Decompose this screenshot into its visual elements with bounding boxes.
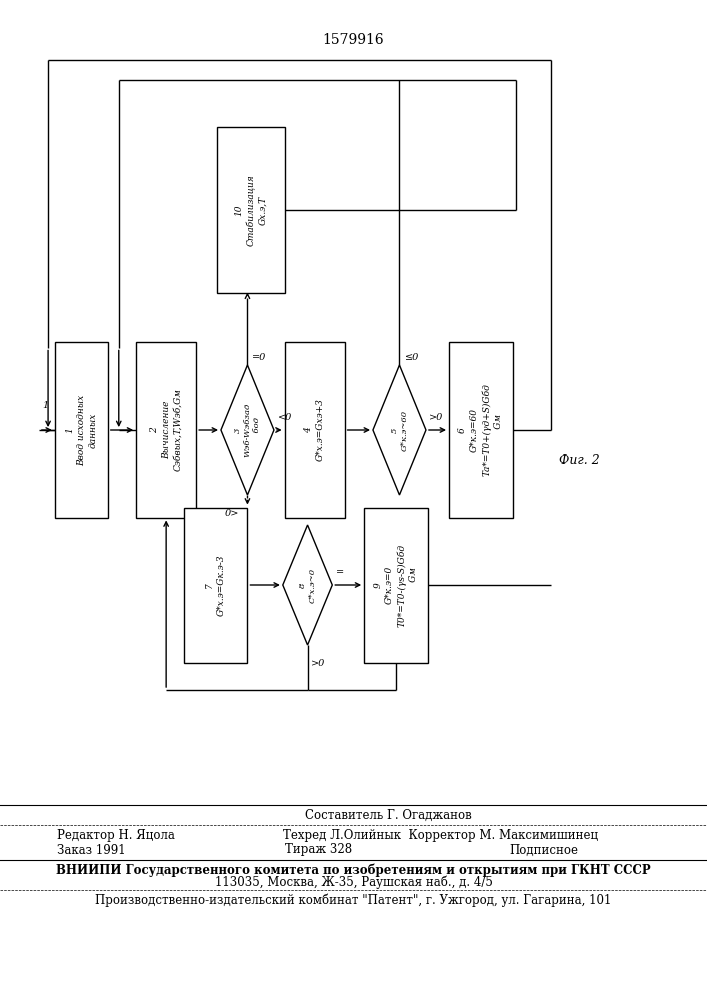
Text: Производственно-издательский комбинат "Патент", г. Ужгород, ул. Гагарина, 101: Производственно-издательский комбинат "П…	[95, 893, 612, 907]
Text: =: =	[336, 568, 344, 578]
Text: <0: <0	[277, 414, 292, 422]
Polygon shape	[373, 365, 426, 495]
Text: 1: 1	[42, 400, 49, 410]
Bar	[136, 342, 197, 518]
Text: 10
Стабилизация
Gх.э,T: 10 Стабилизация Gх.э,T	[235, 174, 267, 246]
Text: 3
Wэб-Wэбзад
    бод: 3 Wэб-Wэбзад бод	[233, 403, 262, 457]
Bar	[364, 508, 428, 663]
Text: 1579916: 1579916	[322, 33, 385, 47]
Text: 7
G*х.э=Gк.э-3: 7 G*х.э=Gк.э-3	[205, 554, 226, 616]
Bar	[218, 127, 284, 292]
Text: 0>: 0>	[225, 509, 239, 518]
Bar	[55, 342, 108, 518]
Polygon shape	[283, 525, 332, 645]
Text: Заказ 1991: Заказ 1991	[57, 844, 125, 856]
Text: Подписное: Подписное	[509, 844, 578, 856]
Bar	[184, 508, 247, 663]
Text: ≤0: ≤0	[405, 353, 419, 361]
Text: 5
G*к.э~60: 5 G*к.э~60	[390, 409, 409, 451]
Text: >0: >0	[311, 659, 325, 668]
Polygon shape	[221, 365, 274, 495]
Text: 4
G*х.э=Gхэ+3: 4 G*х.э=Gхэ+3	[304, 399, 325, 461]
Text: Составитель Г. Огаджанов: Составитель Г. Огаджанов	[305, 808, 472, 822]
Text: 113035, Москва, Ж-35, Раушская наб., д. 4/5: 113035, Москва, Ж-35, Раушская наб., д. …	[214, 875, 493, 889]
Text: ВНИИПИ Государственного комитета по изобретениям и открытиям при ГКНТ СССР: ВНИИПИ Государственного комитета по изоб…	[56, 863, 651, 877]
Text: Техред Л.Олийнык  Корректор М. Максимишинец: Техред Л.Олийнык Корректор М. Максимишин…	[283, 828, 598, 842]
Text: 1
Ввод исходных
данных: 1 Ввод исходных данных	[65, 394, 98, 466]
Text: >0: >0	[428, 414, 443, 422]
Text: 2
Вычисление
Cэбвых,T,Wэб,Gм: 2 Вычисление Cэбвых,T,Wэб,Gм	[150, 389, 182, 471]
Text: 6
G*к.э=60
Tа*=T0+(γд+S)Gбд
      Gм: 6 G*к.э=60 Tа*=T0+(γд+S)Gбд Gм	[458, 384, 503, 476]
Bar	[449, 342, 513, 518]
Text: Фиг. 2: Фиг. 2	[559, 454, 600, 466]
Text: Тираж 328: Тираж 328	[285, 844, 351, 856]
Text: 8
C*х.э~0: 8 C*х.э~0	[298, 567, 317, 603]
Text: Редактор Н. Яцола: Редактор Н. Яцола	[57, 828, 175, 842]
Text: =0: =0	[252, 353, 267, 361]
Bar	[284, 342, 345, 518]
Text: 9
G*к.э=0
T0*=T0-(γs-S)Gбд
       Gм: 9 G*к.э=0 T0*=T0-(γs-S)Gбд Gм	[373, 543, 419, 627]
